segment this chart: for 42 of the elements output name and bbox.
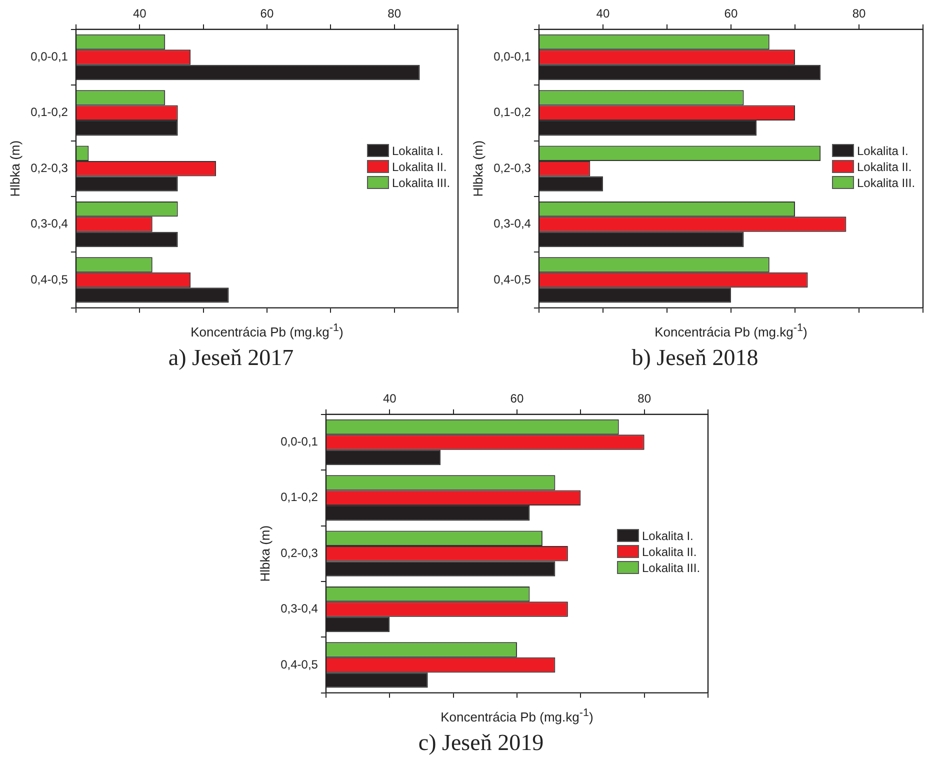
y-tick-label: 0,4-0,5 bbox=[30, 272, 68, 286]
legend-label: Lokalita III. bbox=[392, 176, 450, 190]
x-axis-title: Koncentrácia Pb (mg.kg$^{-1}$) bbox=[190, 322, 344, 340]
legend-label: Lokalita I. bbox=[857, 144, 908, 158]
y-tick-label: 0,2-0,3 bbox=[280, 546, 318, 560]
legend-label: Lokalita II. bbox=[857, 160, 912, 174]
x-tick-label: 60 bbox=[510, 392, 524, 406]
legend-label: Lokalita II. bbox=[642, 544, 697, 559]
x-tick-label: 40 bbox=[132, 6, 147, 21]
y-tick-label: 0,1-0,2 bbox=[494, 105, 532, 120]
x-tick-label: 60 bbox=[260, 6, 274, 21]
x-axis-title: Koncentrácia Pb (mg.kg$^{-1}$) bbox=[440, 707, 594, 724]
y-tick-label: 0,4-0,5 bbox=[280, 657, 318, 672]
y-tick-label: 0,1-0,2 bbox=[280, 490, 318, 504]
legend-label: Lokalita III. bbox=[857, 176, 916, 190]
y-tick-label: 0,2-0,3 bbox=[494, 160, 532, 175]
text: c) Jeseň 2019 bbox=[417, 730, 545, 756]
x-axis-title: Koncentrácia Pb (mg.kg$^{-1}$) bbox=[654, 322, 808, 340]
y-tick-label: 0,4-0,5 bbox=[494, 272, 532, 286]
y-tick-label: 0,0-0,1 bbox=[494, 50, 532, 64]
y-tick-label: 0,1-0,2 bbox=[30, 105, 68, 120]
y-axis-title: Hlbka (m) bbox=[470, 140, 486, 197]
y-tick-label: 0,0-0,1 bbox=[280, 434, 318, 449]
x-tick-label: 60 bbox=[724, 6, 738, 21]
legend-label: Lokalita I. bbox=[392, 144, 444, 158]
y-tick-label: 0,0-0,1 bbox=[30, 50, 68, 64]
y-tick-label: 0,3-0,4 bbox=[30, 216, 68, 231]
x-tick-label: 40 bbox=[596, 6, 610, 21]
x-tick-label: 80 bbox=[638, 392, 652, 406]
y-axis-title: Hlbka (m) bbox=[7, 140, 22, 197]
text: a) Jeseň 2017 bbox=[167, 345, 295, 371]
legend-label: Lokalita I. bbox=[642, 528, 694, 543]
text: b) Jeseň 2018 bbox=[630, 345, 760, 371]
x-tick-label: 80 bbox=[852, 6, 866, 21]
legend-label: Lokalita II. bbox=[392, 160, 447, 174]
y-axis-title: Hlbka (m) bbox=[257, 525, 272, 582]
x-tick-label: 80 bbox=[388, 6, 402, 21]
y-tick-label: 0,3-0,4 bbox=[494, 216, 532, 231]
y-tick-label: 0,2-0,3 bbox=[30, 160, 68, 175]
x-tick-label: 40 bbox=[382, 392, 397, 406]
legend-label: Lokalita III. bbox=[642, 560, 700, 575]
y-tick-label: 0,3-0,4 bbox=[280, 602, 318, 616]
